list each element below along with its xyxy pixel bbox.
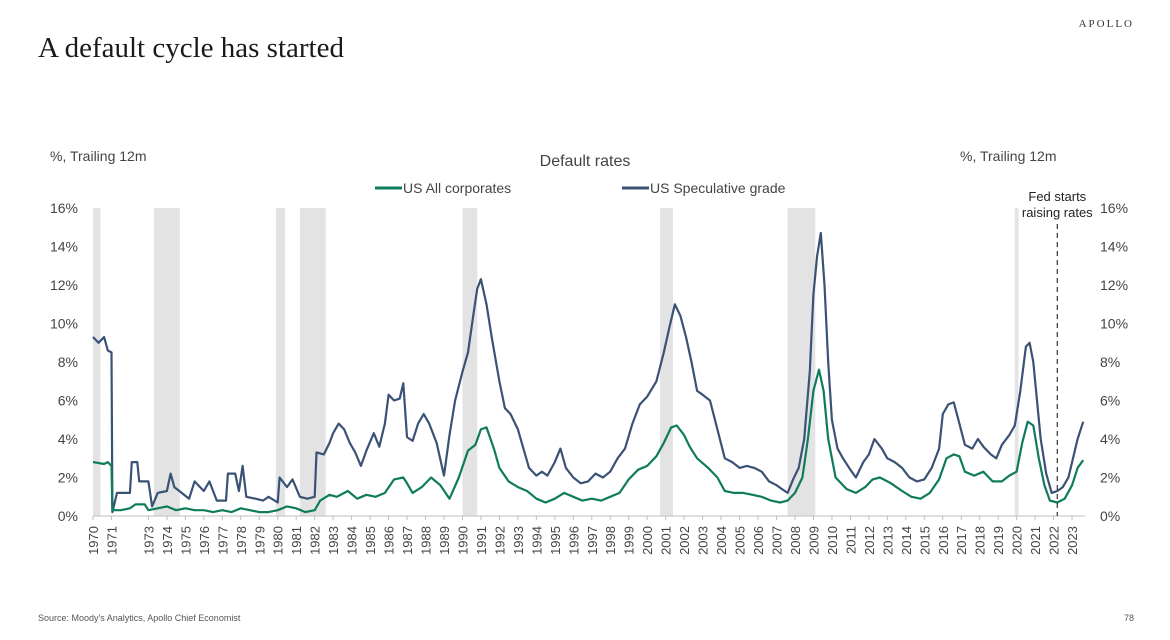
y-axis-label-right: %, Trailing 12m [960, 148, 1056, 164]
x-tick-label: 1987 [400, 526, 415, 555]
x-tick-label: 1970 [86, 526, 101, 555]
legend-label-all-corporates: US All corporates [403, 180, 511, 196]
y-tick-label-left: 0% [58, 508, 78, 524]
x-tick-label: 1976 [197, 526, 212, 555]
y-tick-label-right: 0% [1100, 508, 1120, 524]
x-tick-label: 1993 [511, 526, 526, 555]
x-tick-label: 2010 [825, 526, 840, 555]
x-tick-label: 2014 [899, 526, 914, 555]
y-tick-label-right: 10% [1100, 316, 1128, 332]
y-axis-right: 0% 2% 4% 6% 8% 10% 12% 14% 16% [1100, 200, 1128, 524]
x-tick-label: 1973 [141, 526, 156, 555]
recession-band [275, 208, 286, 516]
recession-bands [93, 208, 1019, 516]
x-tick-label: 2011 [843, 526, 858, 554]
x-tick-label: 2015 [917, 526, 932, 555]
recession-band [93, 208, 101, 516]
recession-band [1014, 208, 1019, 516]
x-tick-label: 2006 [751, 526, 766, 555]
x-tick-label: 1981 [289, 526, 304, 555]
x-tick-label: 2007 [770, 526, 785, 555]
x-tick-label: 2016 [936, 526, 951, 555]
x-tick-label: 2018 [973, 526, 988, 555]
x-tick-label: 2020 [1010, 526, 1025, 555]
x-tick-label: 2002 [677, 526, 692, 555]
fed-annotation-label: raising rates [1022, 205, 1093, 220]
x-tick-label: 1998 [603, 526, 618, 555]
y-tick-label-left: 14% [50, 239, 78, 255]
y-tick-label-right: 16% [1100, 200, 1128, 216]
chart-title: Default rates [540, 153, 631, 170]
x-tick-label: 2001 [659, 526, 674, 555]
series-lines [92, 231, 1085, 514]
recession-band [153, 208, 180, 516]
x-tick-label: 1978 [234, 526, 249, 555]
y-tick-label-left: 8% [58, 354, 78, 370]
recession-band [660, 208, 674, 516]
x-tick-label: 1975 [178, 526, 193, 555]
legend-label-speculative-grade: US Speculative grade [650, 180, 786, 196]
x-tick-label: 1992 [492, 526, 507, 555]
x-tick-label: 2012 [862, 526, 877, 555]
default-rates-chart: 0% 2% 4% 6% 8% 10% 12% 14% 16% 0% 2% 4% 6% 8% 10% 12% 1… [50, 148, 1128, 555]
x-tick-label: 2000 [640, 526, 655, 555]
x-tick-label: 1982 [308, 526, 323, 555]
y-tick-label-left: 6% [58, 393, 78, 409]
y-tick-label-right: 4% [1100, 431, 1120, 447]
y-tick-label-left: 16% [50, 200, 78, 216]
x-tick-label: 2013 [880, 526, 895, 555]
y-tick-label-right: 14% [1100, 239, 1128, 255]
y-axis-label-left: %, Trailing 12m [50, 148, 146, 164]
fed-annotation-label: Fed starts [1028, 189, 1086, 204]
x-tick-label: 2019 [991, 526, 1006, 555]
x-tick-label: 2017 [954, 526, 969, 555]
x-tick-label: 1994 [529, 526, 544, 555]
brand-logo: APOLLO [1078, 18, 1134, 30]
x-tick-label: 2021 [1028, 526, 1043, 555]
y-axis-left: 0% 2% 4% 6% 8% 10% 12% 14% 16% [50, 200, 78, 524]
x-tick-label: 1997 [585, 526, 600, 555]
x-tick-label: 1974 [160, 526, 175, 555]
x-tick-label: 1979 [252, 526, 267, 555]
x-tick-label: 1984 [345, 526, 360, 555]
y-tick-label-left: 4% [58, 431, 78, 447]
x-tick-label: 1989 [437, 526, 452, 555]
x-tick-label: 1971 [104, 526, 119, 555]
x-tick-label: 1988 [419, 526, 434, 555]
page-number: 78 [1123, 613, 1134, 623]
y-tick-label-left: 10% [50, 316, 78, 332]
recession-band [299, 208, 326, 516]
x-tick-label: 2005 [733, 526, 748, 555]
x-tick-label: 1986 [382, 526, 397, 555]
y-tick-label-left: 2% [58, 470, 78, 486]
x-tick-label: 2008 [788, 526, 803, 555]
y-tick-label-right: 12% [1100, 277, 1128, 293]
source-note: Source: Moody's Analytics, Apollo Chief … [38, 613, 241, 623]
x-tick-label: 1996 [566, 526, 581, 555]
x-tick-label: 1999 [622, 526, 637, 555]
series-line-us-all-corporates [92, 368, 1085, 514]
y-tick-label-right: 2% [1100, 470, 1120, 486]
x-tick-label: 1995 [548, 526, 563, 555]
x-tick-label: 2022 [1047, 526, 1062, 555]
series-line-us-speculative-grade [92, 231, 1085, 514]
x-tick-label: 1990 [455, 526, 470, 555]
y-tick-label-right: 6% [1100, 393, 1120, 409]
y-tick-label-left: 12% [50, 277, 78, 293]
x-axis: 1970 1971 1973 1974 1975 1976 1977 1978 1979 1980… [86, 516, 1080, 555]
x-tick-label: 1977 [215, 526, 230, 555]
legend: US All corporates US Speculative grade [375, 180, 786, 196]
x-tick-label: 1985 [363, 526, 378, 555]
x-tick-label: 1991 [474, 526, 489, 555]
page-title: A default cycle has started [38, 32, 344, 64]
x-tick-label: 1980 [271, 526, 286, 555]
x-tick-label: 2003 [696, 526, 711, 555]
recession-band [462, 208, 478, 516]
x-tick-label: 2009 [806, 526, 821, 555]
x-tick-label: 2023 [1065, 526, 1080, 555]
y-tick-label-right: 8% [1100, 354, 1120, 370]
x-tick-label: 1983 [326, 526, 341, 555]
x-tick-label: 2004 [714, 526, 729, 555]
